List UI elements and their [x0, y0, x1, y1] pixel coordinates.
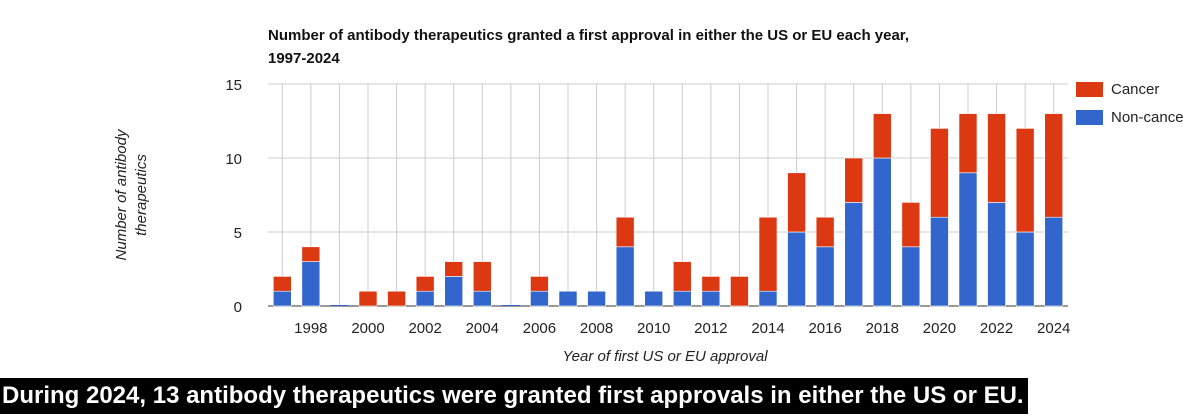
- bar-cancer-2013: [730, 276, 749, 307]
- y-tick-label: 5: [234, 225, 242, 242]
- bar-noncancer-2019: [901, 246, 921, 307]
- bar-cancer-2002: [415, 276, 435, 292]
- x-tick-label: 2002: [408, 320, 441, 337]
- bar-noncancer-2011: [672, 290, 692, 307]
- bar-noncancer-2017: [844, 202, 864, 307]
- legend-item-cancer: Cancer: [1076, 78, 1200, 100]
- bar-cancer-2011: [672, 261, 692, 292]
- bar-cancer-2015: [787, 172, 806, 233]
- bar-cancer-2004: [472, 261, 492, 292]
- bar-cancer-2018: [872, 113, 892, 159]
- legend-swatch-cancer: [1076, 81, 1103, 97]
- bar-noncancer-2008: [587, 290, 606, 307]
- x-tick-label: 2016: [808, 320, 841, 337]
- bar-noncancer-2020: [930, 216, 949, 307]
- bar-cancer-2017: [844, 157, 864, 203]
- x-tick-label: 2000: [351, 320, 384, 337]
- x-tick-label: 2010: [637, 320, 670, 337]
- legend-swatch-noncancer: [1076, 109, 1103, 125]
- x-tick-label: 2008: [580, 320, 613, 337]
- bar-cancer-2020: [930, 128, 949, 218]
- bar-noncancer-2024: [1044, 216, 1064, 307]
- x-tick-label: 2012: [694, 320, 727, 337]
- bar-noncancer-2006: [530, 290, 549, 307]
- chart-title: Number of antibody therapeutics granted …: [268, 27, 909, 67]
- bar-cancer-2009: [615, 216, 635, 248]
- bar-cancer-1997: [272, 276, 292, 292]
- bar-noncancer-2012: [701, 290, 721, 307]
- bar-noncancer-1997: [272, 290, 292, 307]
- bar-noncancer-2014: [758, 290, 778, 307]
- caption-banner: During 2024, 13 antibody therapeutics we…: [0, 378, 1028, 414]
- x-tick-label: 2024: [1037, 320, 1070, 337]
- bar-cancer-2021: [958, 113, 978, 174]
- y-axis-label: Number of antibody therapeutics: [113, 129, 150, 261]
- bar-cancer-2003: [444, 261, 464, 277]
- bar-cancer-2024: [1044, 113, 1064, 218]
- bar-cancer-2022: [987, 113, 1006, 203]
- bar-cancer-1998: [301, 246, 321, 262]
- bar-cancer-2006: [530, 276, 549, 292]
- bar-cancer-2000: [358, 290, 378, 307]
- bar-cancer-2023: [1015, 128, 1035, 233]
- bar-cancer-2016: [815, 216, 835, 248]
- bar-cancer-2019: [901, 202, 921, 248]
- legend-label-cancer: Cancer: [1111, 80, 1160, 98]
- x-tick-label: 2004: [466, 320, 499, 337]
- legend-label-noncancer: Non-cance: [1111, 108, 1184, 126]
- bar-cancer-2014: [758, 216, 778, 292]
- bar-noncancer-2007: [558, 290, 578, 307]
- bars: [272, 113, 1064, 307]
- x-tick-label: 2006: [523, 320, 556, 337]
- bar-noncancer-2023: [1015, 231, 1035, 307]
- bar-empty-1999: [330, 305, 349, 306]
- bar-empty-2005: [501, 305, 520, 306]
- y-tick-label: 0: [234, 299, 242, 316]
- y-tick-label: 15: [225, 77, 242, 94]
- legend-item-noncancer: Non-cance: [1076, 106, 1200, 128]
- bar-noncancer-2002: [415, 290, 435, 307]
- bar-noncancer-2010: [644, 290, 664, 307]
- bar-noncancer-2004: [472, 290, 492, 307]
- tick-labels: 0 5 10 15 1998 2000 2002 2004 2006 2008 2010 2012 20…: [225, 77, 1070, 337]
- x-tick-label: 2020: [923, 320, 956, 337]
- bar-cancer-2012: [701, 276, 721, 292]
- x-axis-label: Year of first US or EU approval: [562, 348, 768, 365]
- bar-noncancer-2016: [815, 246, 835, 307]
- legend: Cancer Non-cance: [1076, 78, 1200, 134]
- x-tick-label: 1998: [294, 320, 327, 337]
- bar-noncancer-2018: [872, 157, 892, 307]
- x-tick-label: 2022: [980, 320, 1013, 337]
- bar-noncancer-2021: [958, 172, 978, 307]
- bar-noncancer-2003: [444, 276, 464, 307]
- bar-noncancer-2009: [615, 246, 635, 307]
- bar-noncancer-2015: [787, 231, 806, 307]
- x-tick-label: 2018: [866, 320, 899, 337]
- bar-noncancer-2022: [987, 202, 1006, 307]
- bar-noncancer-1998: [301, 261, 321, 307]
- x-tick-label: 2014: [751, 320, 784, 337]
- y-tick-label: 10: [225, 151, 242, 168]
- bar-cancer-2001: [387, 290, 406, 307]
